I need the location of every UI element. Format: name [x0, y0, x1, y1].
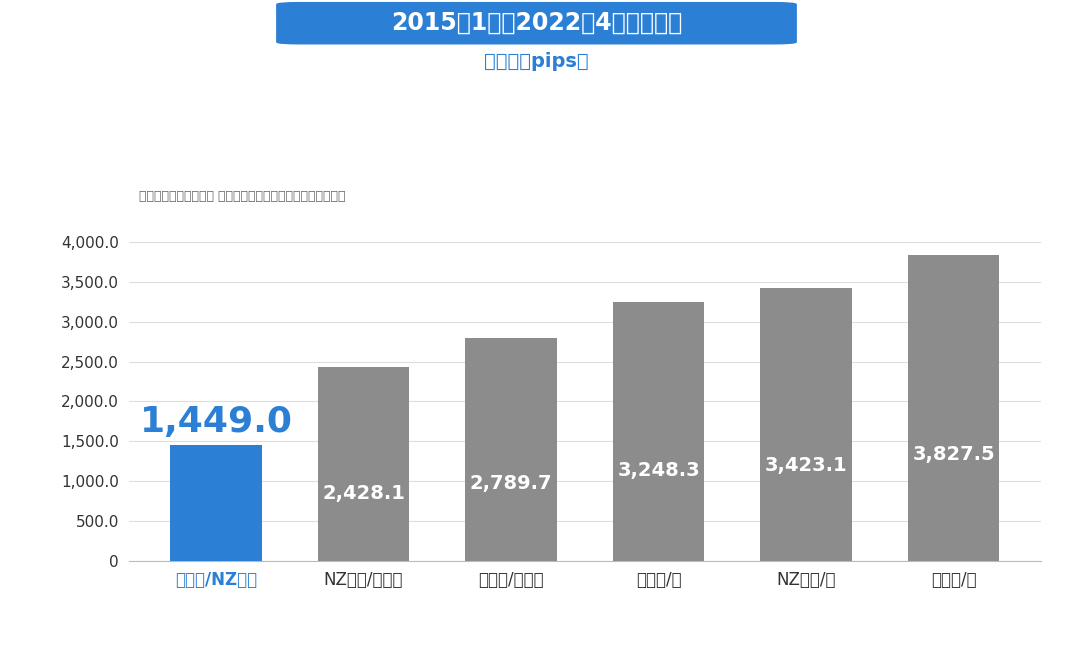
Bar — [318, 367, 409, 561]
Text: 1,449.0: 1,449.0 — [139, 405, 293, 439]
Bar — [761, 288, 852, 561]
Text: 2,789.7: 2,789.7 — [470, 473, 553, 493]
Bar — [908, 255, 999, 561]
Text: 3,248.3: 3,248.3 — [617, 461, 700, 480]
Bar — [171, 446, 262, 561]
Text: 3,827.5: 3,827.5 — [912, 444, 995, 464]
Text: （単位：pips）: （単位：pips） — [484, 52, 589, 71]
FancyBboxPatch shape — [277, 3, 796, 44]
Text: 3,423.1: 3,423.1 — [765, 456, 848, 475]
Text: 2015年1月～2022年4月の高低差: 2015年1月～2022年4月の高低差 — [391, 11, 682, 35]
Text: 出所：マネースクエア ヒストリカルデータ、リフィニティブ: 出所：マネースクエア ヒストリカルデータ、リフィニティブ — [139, 190, 346, 203]
Bar — [466, 339, 557, 561]
Bar — [613, 302, 704, 561]
Text: 2,428.1: 2,428.1 — [322, 484, 405, 503]
